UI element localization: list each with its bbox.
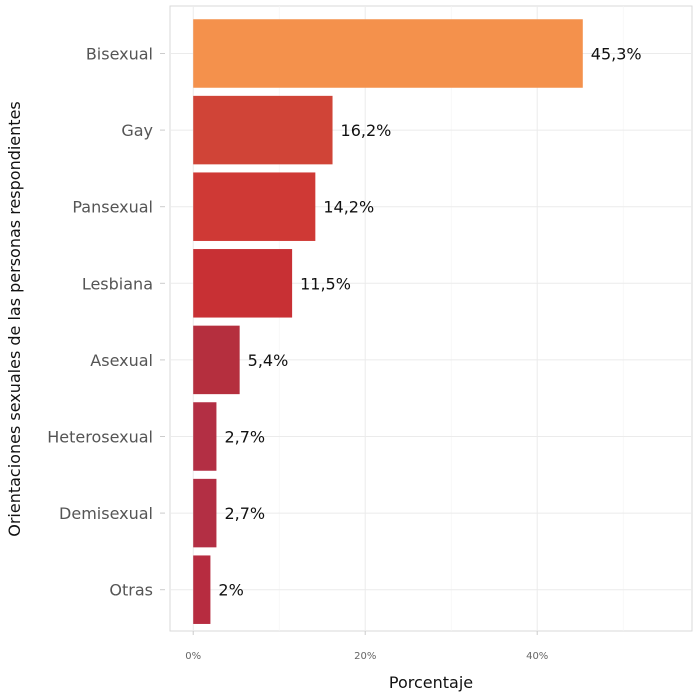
bar-asexual	[193, 325, 240, 395]
bar-heterosexual	[193, 402, 217, 471]
bar-bisexual	[193, 19, 583, 88]
bars	[193, 19, 583, 624]
x-axis-title: Porcentaje	[389, 673, 473, 692]
bar-pansexual	[193, 172, 316, 241]
y-tick-label-gay: Gay	[121, 121, 153, 140]
x-tick-label-40: 40%	[526, 651, 548, 662]
y-tick-label-lesbiana: Lesbiana	[82, 274, 153, 293]
bar-otras	[193, 555, 211, 624]
data-label-pansexual: 14,2%	[323, 198, 374, 217]
y-axis-title: Orientaciones sexuales de las personas r…	[5, 101, 24, 537]
y-tick-label-asexual: Asexual	[90, 351, 153, 370]
y-tick-label-demisexual: Demisexual	[59, 504, 153, 523]
y-tick-label-bisexual: Bisexual	[86, 45, 153, 64]
bar-demisexual	[193, 478, 217, 548]
data-label-otras: 2%	[218, 581, 243, 600]
data-label-bisexual: 45,3%	[591, 45, 642, 64]
y-tick-label-heterosexual: Heterosexual	[47, 428, 153, 447]
data-label-demisexual: 2,7%	[224, 504, 265, 523]
bar-gay	[193, 95, 333, 165]
x-tick-label-20: 20%	[354, 651, 376, 662]
data-labels: 45,3% 16,2% 14,2% 11,5% 5,4% 2,7% 2,7% 2%	[218, 45, 641, 600]
data-label-lesbiana: 11,5%	[300, 274, 351, 293]
y-tick-label-otras: Otras	[109, 581, 153, 600]
data-label-heterosexual: 2,7%	[224, 428, 265, 447]
bar-lesbiana	[193, 249, 293, 318]
y-tick-label-pansexual: Pansexual	[72, 198, 153, 217]
data-label-asexual: 5,4%	[248, 351, 289, 370]
data-label-gay: 16,2%	[341, 121, 392, 140]
x-tick-labels: 0% 20% 40%	[185, 631, 548, 662]
y-tick-labels: Bisexual Gay Pansexual Lesbiana Asexual Heter…	[47, 45, 165, 600]
x-tick-label-0: 0%	[185, 651, 201, 662]
